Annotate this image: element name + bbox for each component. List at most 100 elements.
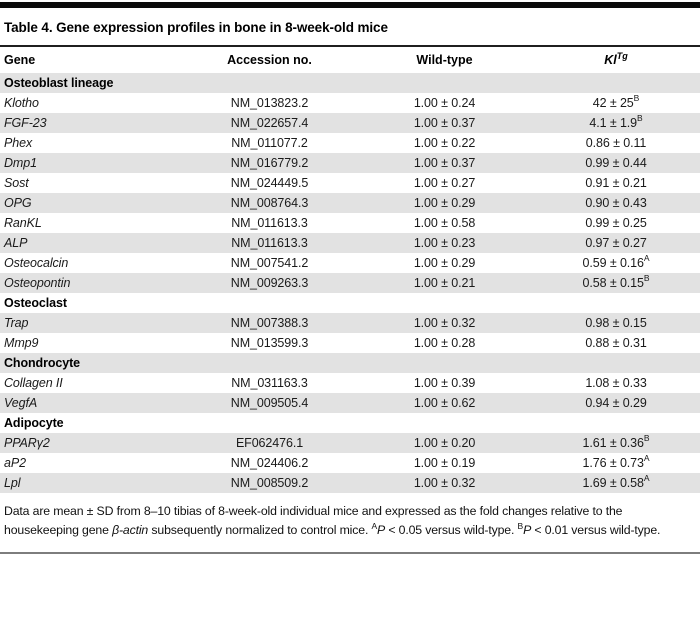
table-row: OPG NM_008764.3 1.00 ± 0.29 0.90 ± 0.43 xyxy=(0,193,700,213)
gene-name-cell: RanKL xyxy=(4,216,42,230)
table-header: Gene Accession no. Wild-type KlTg xyxy=(0,47,700,73)
accession-cell: NM_009505.4 xyxy=(230,396,309,410)
table-row: Trap NM_007388.3 1.00 ± 0.32 0.98 ± 0.15 xyxy=(0,313,700,333)
wild-type-value-cell: 1.00 ± 0.23 xyxy=(413,236,476,250)
kl-tg-value-cell: 1.69 ± 0.58A xyxy=(582,473,650,490)
accession-cell: EF062476.1 xyxy=(235,436,304,450)
table-row: Osteocalcin NM_007541.2 1.00 ± 0.29 0.59 ± … xyxy=(0,253,700,273)
accession-cell: NM_008764.3 xyxy=(230,196,309,210)
header-row: Gene Accession no. Wild-type KlTg xyxy=(0,47,700,73)
wild-type-value-cell: 1.00 ± 0.19 xyxy=(413,456,476,470)
kl-tg-value-cell: 0.99 ± 0.25 xyxy=(585,216,647,230)
accession-cell: NM_009263.3 xyxy=(230,276,309,290)
table-row: RanKL NM_011613.3 1.00 ± 0.58 0.99 ± 0.25 xyxy=(0,213,700,233)
accession-cell: NM_011077.2 xyxy=(231,136,308,150)
table-body: Osteoblast lineage Klotho NM_013823.2 1.00 … xyxy=(0,73,700,493)
accession-cell: NM_024449.5 xyxy=(230,176,309,190)
gene-name-cell: Osteopontin xyxy=(4,276,71,290)
table-row: FGF-23 NM_022657.4 1.00 ± 0.37 4.1 ± 1.9B xyxy=(0,113,700,133)
section-header-row: Osteoclast xyxy=(0,293,700,313)
wild-type-value-cell: 1.00 ± 0.27 xyxy=(413,176,476,190)
accession-cell: NM_024406.2 xyxy=(230,456,309,470)
wild-type-value-cell: 1.00 ± 0.37 xyxy=(413,116,476,130)
accession-cell: NM_007388.3 xyxy=(230,316,309,330)
accession-cell: NM_011613.3 xyxy=(231,236,308,250)
wild-type-value-cell: 1.00 ± 0.28 xyxy=(413,336,476,350)
bottom-divider-rule xyxy=(0,552,700,555)
significance-flag: A xyxy=(643,473,650,483)
wild-type-value-cell: 1.00 ± 0.62 xyxy=(413,396,476,410)
wild-type-value-cell: 1.00 ± 0.32 xyxy=(413,316,476,330)
column-header-accession: Accession no. xyxy=(227,53,312,67)
section-header-row: Adipocyte xyxy=(0,413,700,433)
table-row: Klotho NM_013823.2 1.00 ± 0.24 42 ± 25B xyxy=(0,93,700,113)
accession-cell: NM_011613.3 xyxy=(231,216,308,230)
table-row: Osteopontin NM_009263.3 1.00 ± 0.21 0.58 ± … xyxy=(0,273,700,293)
footnote-p-2: P xyxy=(523,523,532,538)
table-footnote: Data are mean ± SD from 8–10 tibias of 8… xyxy=(0,493,700,540)
table-row: Mmp9 NM_013599.3 1.00 ± 0.28 0.88 ± 0.31 xyxy=(0,333,700,353)
section-name: Chondrocyte xyxy=(4,356,80,370)
accession-cell: NM_013823.2 xyxy=(230,96,309,110)
kl-tg-value-cell: 0.98 ± 0.15 xyxy=(585,316,647,330)
wild-type-value-cell: 1.00 ± 0.32 xyxy=(413,476,476,490)
kl-tg-value-cell: 0.58 ± 0.15B xyxy=(582,273,650,290)
kl-tg-value-cell: 0.88 ± 0.31 xyxy=(585,336,647,350)
kl-label: Kl xyxy=(604,53,617,67)
gene-name-cell: Sost xyxy=(4,176,29,190)
kl-tg-value-cell: 0.90 ± 0.43 xyxy=(585,196,647,210)
kl-tg-value-cell: 0.97 ± 0.27 xyxy=(585,236,647,250)
section-header-row: Chondrocyte xyxy=(0,353,700,373)
section-name: Osteoblast lineage xyxy=(4,76,114,90)
significance-flag: A xyxy=(643,253,650,263)
footnote-p-1: P xyxy=(377,523,386,538)
gene-expression-table: Gene Accession no. Wild-type KlTg Osteob… xyxy=(0,47,700,493)
gene-name-cell: Klotho xyxy=(4,96,39,110)
footnote-sup-a: A xyxy=(371,520,378,531)
accession-cell: NM_007541.2 xyxy=(230,256,309,270)
gene-name-cell: Dmp1 xyxy=(4,156,37,170)
footnote-sup-b: B xyxy=(517,520,524,531)
table-title: Table 4. Gene expression profiles in bon… xyxy=(4,20,388,35)
kl-tg-value-cell: 0.99 ± 0.44 xyxy=(585,156,647,170)
kl-tg-value-cell: 0.86 ± 0.11 xyxy=(585,136,647,150)
table-row: Collagen II NM_031163.3 1.00 ± 0.39 1.08 ± … xyxy=(0,373,700,393)
wild-type-value-cell: 1.00 ± 0.39 xyxy=(413,376,476,390)
gene-name-cell: Lpl xyxy=(4,476,21,490)
significance-flag: B xyxy=(633,93,640,103)
header-top-rule xyxy=(0,45,700,47)
gene-name-cell: Collagen II xyxy=(4,376,63,390)
kl-tg-value-cell: 1.08 ± 0.33 xyxy=(585,376,647,390)
kl-tg-value-cell: 42 ± 25B xyxy=(592,93,640,110)
kl-tg-value-cell: 1.76 ± 0.73A xyxy=(582,453,650,470)
wild-type-value-cell: 1.00 ± 0.20 xyxy=(413,436,476,450)
table-row: Phex NM_011077.2 1.00 ± 0.22 0.86 ± 0.11 xyxy=(0,133,700,153)
wild-type-value-cell: 1.00 ± 0.37 xyxy=(413,156,476,170)
table-row: Lpl NM_008509.2 1.00 ± 0.32 1.69 ± 0.58A xyxy=(0,473,700,493)
accession-cell: NM_016779.2 xyxy=(230,156,309,170)
section-header-row: Osteoblast lineage xyxy=(0,73,700,93)
wild-type-value-cell: 1.00 ± 0.29 xyxy=(413,256,476,270)
significance-flag: B xyxy=(643,433,650,443)
table-row: PPARγ2 EF062476.1 1.00 ± 0.20 1.61 ± 0.36B xyxy=(0,433,700,453)
table-row: ALP NM_011613.3 1.00 ± 0.23 0.97 ± 0.27 xyxy=(0,233,700,253)
gene-name-cell: OPG xyxy=(4,196,32,210)
kl-tg-value-cell: 0.91 ± 0.21 xyxy=(585,176,647,190)
gene-name-cell: Phex xyxy=(4,136,33,150)
gene-name-cell: Osteocalcin xyxy=(4,256,69,270)
footnote-text-2: subsequently normalized to control mice. xyxy=(148,523,372,538)
wild-type-value-cell: 1.00 ± 0.24 xyxy=(413,96,476,110)
column-header-kl-tg: KlTg xyxy=(532,47,700,73)
accession-cell: NM_013599.3 xyxy=(230,336,309,350)
gene-name-cell: ALP xyxy=(4,236,28,250)
section-name: Adipocyte xyxy=(4,416,64,430)
top-divider-bar xyxy=(0,2,700,8)
wild-type-value-cell: 1.00 ± 0.29 xyxy=(413,196,476,210)
significance-flag: B xyxy=(637,113,643,123)
gene-name-cell: Mmp9 xyxy=(4,336,39,350)
significance-flag: A xyxy=(643,453,650,463)
kl-superscript: Tg xyxy=(616,50,628,61)
kl-tg-value-cell: 0.59 ± 0.16A xyxy=(582,253,650,270)
kl-tg-value-cell: 1.61 ± 0.36B xyxy=(582,433,650,450)
